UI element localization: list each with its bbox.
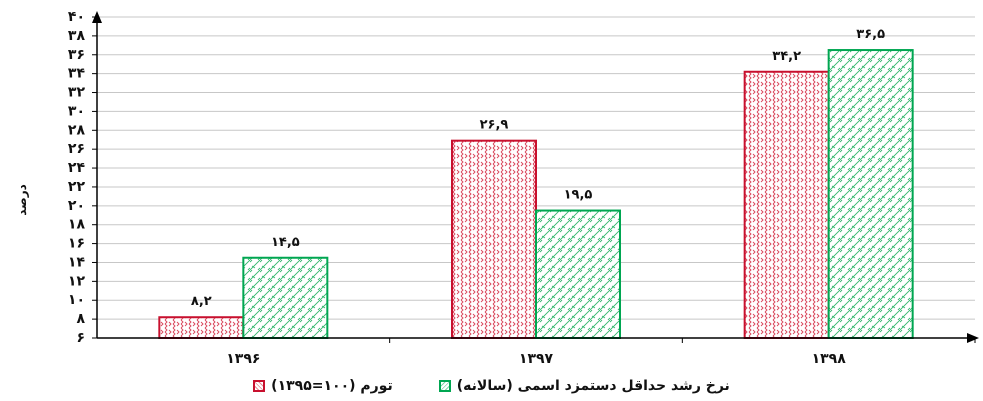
legend-item-inflation: تورم (۱۰۰=۱۳۹۵) [253,378,393,394]
y-tick-label: ۱۲ [68,273,86,289]
y-tick-label: ۲۸ [68,122,86,138]
data-label: ۱۴,۵ [271,235,300,250]
data-label: ۲۶,۹ [480,118,509,133]
legend: نرخ رشد حداقل دستمزد اسمی (سالانه) تورم … [0,374,983,398]
y-tick-label: ۱۶ [68,236,85,252]
y-tick-labels: ۶ ۸ ۱۰ ۱۲ ۱۴ ۱۶ ۱۸ ۲۰ ۲۲ ۲۴ ۲۶ ۲۸ ۳۰ ۳۲ ۳۴ ۳۶ ۳۸ ۴۰ [68,9,86,346]
axes [92,11,979,343]
y-tick-label: ۳۴ [68,66,86,82]
y-tick-label: ۱۸ [68,217,86,233]
y-tick-label: ۶ [76,330,85,346]
y-axis-label: درصد [15,184,29,216]
bar [158,316,245,339]
x-tick-label: ۱۳۹۶ [226,351,260,367]
data-label: ۸,۲ [191,294,212,309]
legend-swatch-wage-growth [438,380,451,392]
data-label: ۳۶,۵ [856,27,885,42]
bar [743,70,830,340]
bars [158,49,914,340]
bar [451,139,537,339]
bar [535,209,621,339]
y-axis-arrow [92,11,102,23]
y-tick-label: ۲۴ [68,160,86,176]
y-tick-label: ۲۰ [68,198,85,214]
bar [242,256,329,339]
x-tick-label: ۱۳۹۸ [812,351,847,367]
legend-label-inflation: تورم (۱۰۰=۱۳۹۵) [271,378,393,394]
data-label: ۳۴,۲ [772,49,801,64]
y-tick-label: ۳۸ [68,28,86,44]
y-tick-label: ۲۲ [68,179,86,195]
y-tick-label: ۸ [76,311,85,327]
x-tick-label: ۱۳۹۷ [519,351,554,367]
legend-item-wage-growth: نرخ رشد حداقل دستمزد اسمی (سالانه) [438,378,730,394]
bar [827,49,914,339]
legend-swatch-inflation [253,380,266,392]
data-label: ۱۹,۵ [564,188,593,203]
y-tick-label: ۳۰ [68,103,85,119]
y-tick-label: ۲۶ [68,141,85,157]
y-tick-label: ۳۲ [68,85,86,101]
bar-chart: ۸,۲ ۱۴,۵ ۲۶,۹ ۱۹,۵ ۳۴,۲ ۳۶,۵ ۶ ۸ ۱۰ ۱۲ ۱۴ ۱۶ ۱۸ ۲۰ ۲۲… [15,9,979,367]
data-labels: ۸,۲ ۱۴,۵ ۲۶,۹ ۱۹,۵ ۳۴,۲ ۳۶,۵ [191,27,885,309]
x-axis-arrow [967,333,979,343]
y-tick-label: ۱۴ [68,254,86,270]
y-tick-label: ۳۶ [68,47,85,63]
y-tick-label: ۱۰ [68,292,85,308]
x-tick-labels: ۱۳۹۶ ۱۳۹۷ ۱۳۹۸ [226,338,976,367]
y-tick-label: ۴۰ [68,9,85,25]
legend-label-wage-growth: نرخ رشد حداقل دستمزد اسمی (سالانه) [456,378,730,394]
